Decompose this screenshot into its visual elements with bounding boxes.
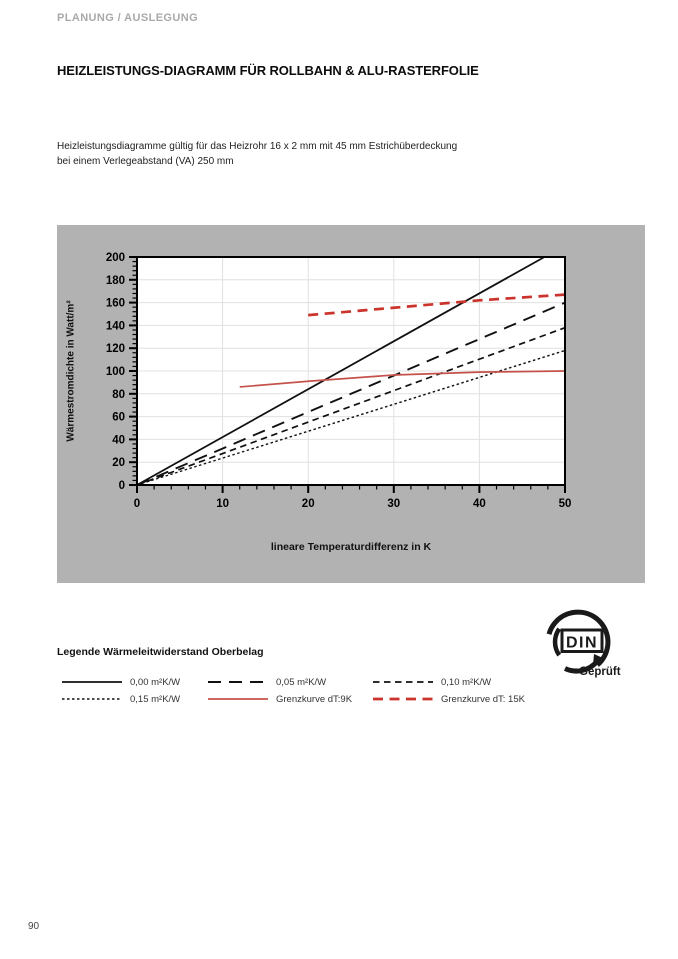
legend-item: 0,00 m²K/W [62, 675, 208, 689]
x-tick-label: 10 [216, 498, 229, 510]
legend-label: 0,15 m²K/W [130, 693, 181, 705]
y-tick-label: 0 [119, 480, 125, 492]
y-axis-title: Wärmestromdichte in Watt/m² [65, 300, 77, 442]
legend-line-sample [62, 681, 122, 683]
legend-item: Grenzkurve dT: 15K [373, 692, 525, 706]
y-tick-label: 20 [112, 457, 125, 469]
legend-label: 0,00 m²K/W [130, 676, 181, 688]
din-logo-text: DIN [566, 635, 598, 652]
legend-label: 0,05 m²K/W [276, 676, 327, 688]
x-tick-label: 40 [473, 498, 486, 510]
din-logo-caption: Geprüft [579, 666, 621, 678]
legend-item: 0,05 m²K/W [208, 675, 373, 689]
y-tick-label: 60 [112, 412, 125, 424]
legend-item: Grenzkurve dT:9K [208, 692, 373, 706]
din-logo-inner-arc [552, 627, 562, 657]
legend-label: Grenzkurve dT:9K [276, 693, 353, 705]
din-logo-outer-ring [546, 609, 611, 667]
description-line-2: bei einem Verlegeabstand (VA) 250 mm [57, 156, 234, 167]
x-tick-label: 30 [387, 498, 400, 510]
plot-frame [136, 256, 566, 486]
x-tick-label: 50 [559, 498, 572, 510]
legend-label: 0,10 m²K/W [441, 676, 492, 688]
heating-performance-chart-panel: 0 10 20 30 40 50 0 20 40 60 80 100 120 140 160 180 200 W… [57, 225, 645, 583]
series-line [136, 256, 545, 486]
line-chart: 0 10 20 30 40 50 0 20 40 60 80 100 120 140 160 180 200 [106, 252, 572, 510]
legend-heading: Legende Wärmeleitwiderstand Oberbelag [57, 646, 264, 658]
din-geprueft-logo: DIN Geprüft [546, 609, 621, 678]
y-tick-label: 40 [112, 434, 125, 446]
x-axis-title: lineare Temperaturdifferenz in K [270, 541, 432, 553]
description-line-1: Heizleistungsdiagramme gültig für das He… [57, 141, 458, 152]
y-tick-label: 160 [106, 298, 125, 310]
description-text: Heizleistungsdiagramme gültig für das He… [57, 139, 457, 169]
series-line [136, 326, 566, 486]
series-line [308, 293, 566, 317]
legend-item: 0,10 m²K/W [373, 675, 525, 689]
legend-line-sample [373, 681, 433, 683]
y-tick-label: 180 [106, 275, 125, 287]
series-line [136, 301, 566, 486]
section-header: PLANUNG / AUSLEGUNG [57, 12, 199, 24]
y-tick-label: 100 [106, 366, 125, 378]
y-tick-label: 200 [106, 252, 125, 264]
series-line [239, 370, 566, 388]
din-logo-arrowhead [593, 654, 604, 665]
x-tick-label: 20 [302, 498, 315, 510]
legend-label: Grenzkurve dT: 15K [441, 693, 525, 705]
y-tick-label: 80 [112, 389, 125, 401]
y-tick-label: 120 [106, 343, 125, 355]
chart-legend: 0,00 m²K/W 0,05 m²K/W 0,10 m²K/W 0,15 m²K/W… [62, 675, 525, 706]
din-logo-box [560, 628, 604, 653]
legend-line-sample [62, 698, 122, 700]
legend-item: 0,15 m²K/W [62, 692, 208, 706]
page-title: HEIZLEISTUNGS-DIAGRAMM FÜR ROLLBAHN & AL… [57, 63, 479, 78]
legend-line-sample [208, 698, 268, 700]
y-tick-label: 140 [106, 320, 125, 332]
page-number: 90 [28, 921, 40, 932]
x-tick-label: 0 [134, 498, 140, 510]
legend-line-sample [208, 681, 268, 683]
legend-line-sample [373, 697, 433, 701]
